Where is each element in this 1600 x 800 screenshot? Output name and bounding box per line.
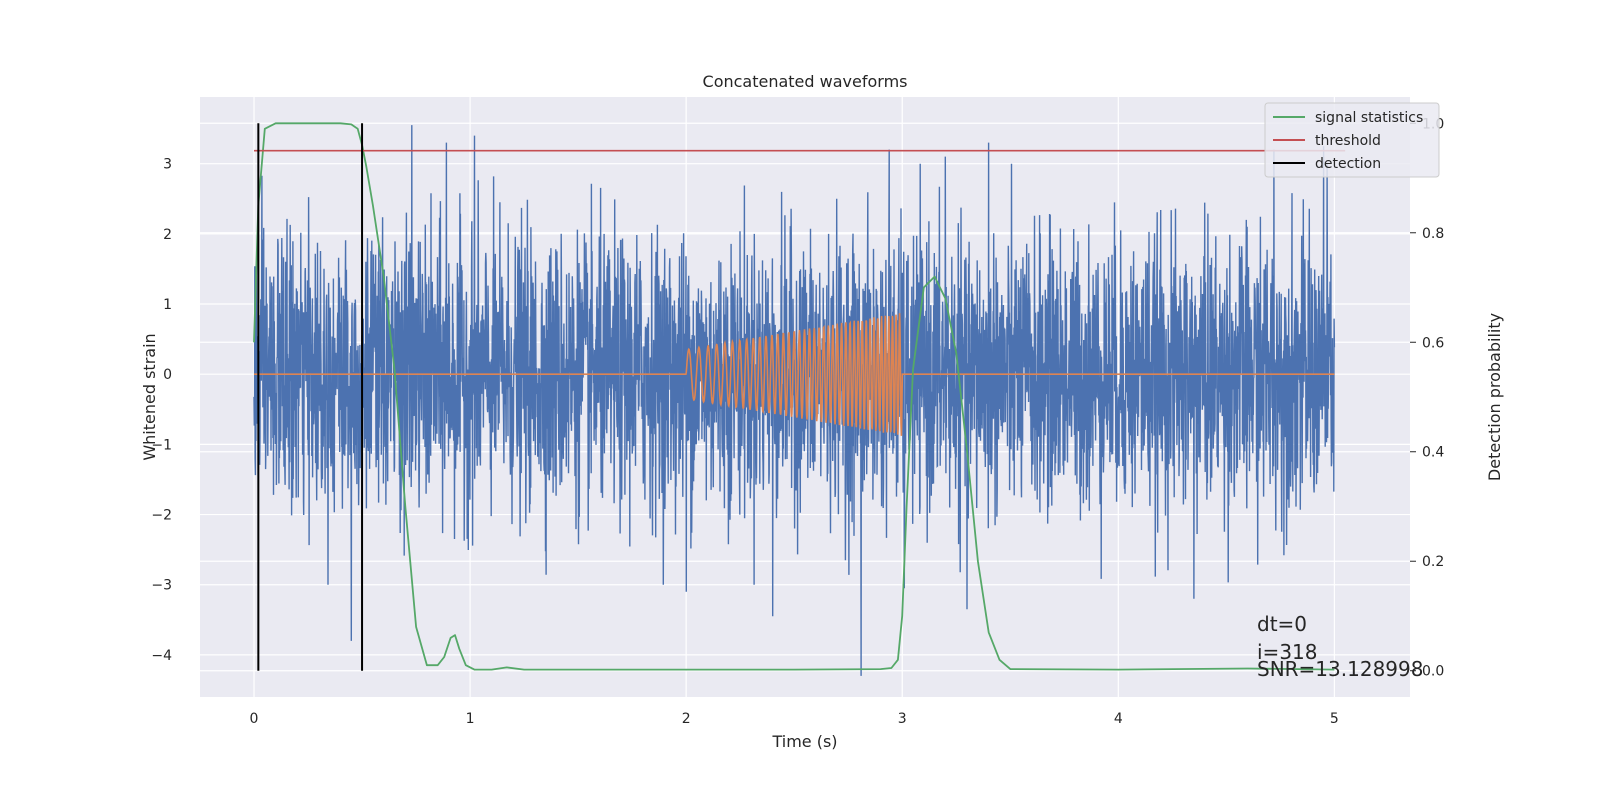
- series-signal-statistics-line: [253, 122, 1335, 671]
- x-tick-label: 5: [1330, 711, 1339, 727]
- x-axis-label: Time (s): [771, 732, 837, 751]
- y-tick-label: −1: [151, 437, 172, 453]
- series-template-line: [254, 313, 1335, 436]
- y-right-tick-label: 0.2: [1422, 554, 1444, 570]
- x-tick-label: 1: [466, 711, 475, 727]
- y-right-tick-label: 0.8: [1422, 226, 1444, 242]
- y-tick-label: 1: [163, 297, 172, 313]
- y-tick-label: −3: [151, 578, 172, 594]
- y-tick-label: 3: [163, 157, 172, 173]
- legend-entry-label: threshold: [1315, 133, 1381, 149]
- series-strain-line: [253, 125, 1336, 676]
- series-layer: [253, 122, 1346, 676]
- y-right-tick-label: 0.6: [1422, 335, 1444, 351]
- y-tick-label: −2: [151, 508, 172, 524]
- y-axis-right-label: Detection probability: [1485, 313, 1504, 481]
- y-tick-label: −4: [151, 648, 172, 664]
- y-right-tick-label: 0.0: [1422, 664, 1444, 680]
- x-tick-label: 2: [682, 711, 691, 727]
- legend-box: [1264, 102, 1440, 178]
- legend: signal statistics threshold detection: [1264, 102, 1440, 178]
- annotation-snr: SNR=13.128998: [1257, 657, 1423, 681]
- legend-entry-label: signal statistics: [1315, 110, 1423, 126]
- y-tick-label: 2: [163, 227, 172, 243]
- chart-title: Concatenated waveforms: [703, 72, 908, 91]
- y-axis-left: −4 −3 −2 −1 0 1 2 3: [151, 157, 172, 664]
- x-tick-label: 0: [250, 711, 259, 727]
- legend-entry-label: detection: [1315, 156, 1381, 172]
- annotation-i: i=318: [1257, 640, 1318, 664]
- x-tick-label: 4: [1114, 711, 1123, 727]
- x-tick-label: 3: [898, 711, 907, 727]
- y-axis-right: 0.00.20.40.60.81.0: [1410, 116, 1444, 680]
- annotation-dt: dt=0: [1257, 612, 1307, 636]
- x-axis: 0 1 2 3 4 5: [250, 711, 1339, 727]
- y-tick-label: 0: [163, 367, 172, 383]
- y-right-tick-label: 0.4: [1422, 445, 1444, 461]
- y-axis-label: Whitened strain: [140, 333, 159, 460]
